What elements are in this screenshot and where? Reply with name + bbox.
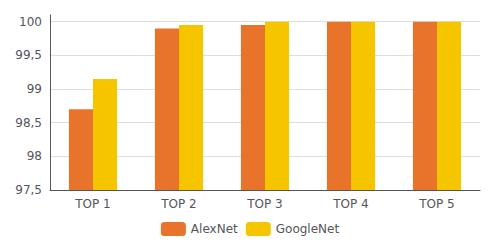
svg-text:98,5: 98,5 bbox=[15, 116, 42, 130]
svg-text:98: 98 bbox=[27, 149, 42, 163]
svg-text:100: 100 bbox=[19, 15, 42, 29]
svg-text:AlexNet: AlexNet bbox=[191, 222, 238, 236]
svg-text:TOP 3: TOP 3 bbox=[246, 197, 282, 211]
svg-text:TOP 1: TOP 1 bbox=[74, 197, 110, 211]
svg-text:97,5: 97,5 bbox=[15, 183, 42, 197]
svg-text:TOP 2: TOP 2 bbox=[160, 197, 196, 211]
svg-text:TOP 5: TOP 5 bbox=[418, 197, 454, 211]
svg-text:TOP 4: TOP 4 bbox=[332, 197, 368, 211]
svg-text:GoogleNet: GoogleNet bbox=[276, 222, 340, 236]
svg-text:99: 99 bbox=[27, 82, 42, 96]
svg-text:99,5: 99,5 bbox=[15, 48, 42, 62]
